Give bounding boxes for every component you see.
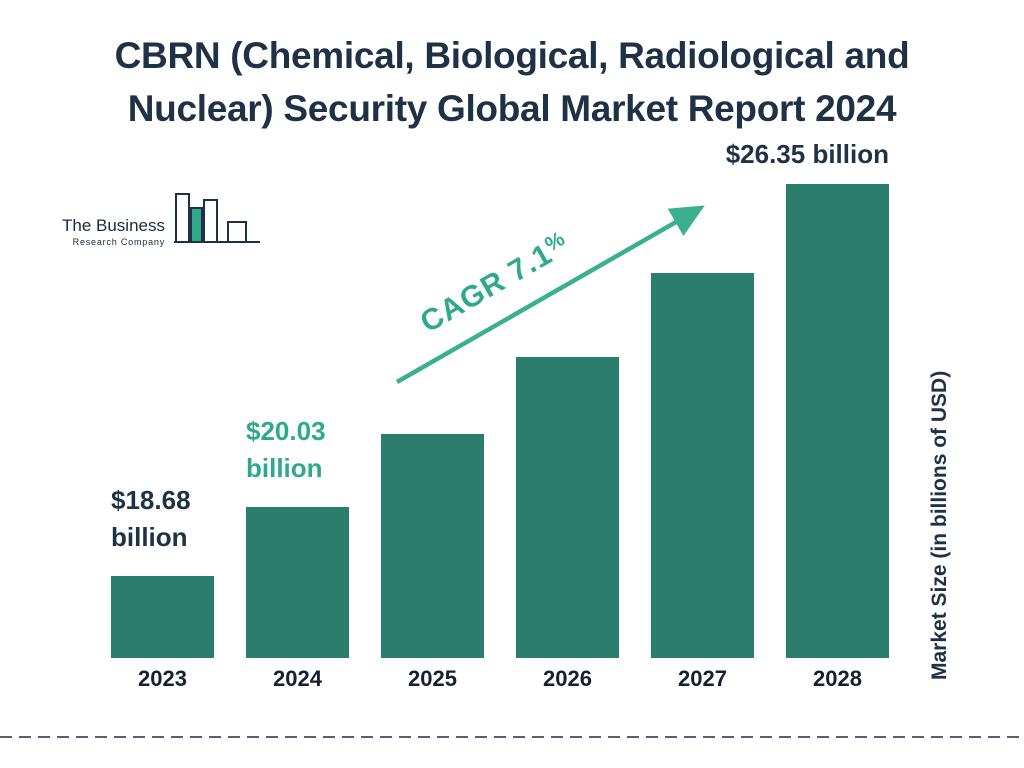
bar-column-2025	[365, 140, 500, 658]
bar-column-2026	[500, 140, 635, 658]
value-label-2023: $18.68 billion	[111, 482, 214, 556]
company-logo-text: The Business Research Company	[62, 216, 165, 255]
bar-column-2024: $20.03 billion	[230, 140, 365, 658]
report-title: CBRN (Chemical, Biological, Radiological…	[114, 35, 910, 129]
logo-subname: Research Company	[72, 237, 165, 247]
year-label-2027: 2027	[678, 666, 727, 691]
bar-2026	[516, 357, 619, 658]
x-axis-labels: 2023 2024 2025 2026 2027 2028	[95, 666, 905, 692]
logo-name: The Business	[62, 216, 165, 235]
bar-column-2023: $18.68 billion	[95, 140, 230, 658]
value-label-2024-unit: billion	[246, 453, 323, 484]
year-label-2028: 2028	[813, 666, 862, 691]
year-label-2026: 2026	[543, 666, 592, 691]
company-logo: The Business Research Company	[62, 186, 262, 255]
bar-column-2028: $26.35 billion	[726, 139, 905, 658]
year-label-2023: 2023	[138, 666, 187, 691]
value-label-2024: $20.03 billion	[246, 413, 349, 487]
logo-bars-icon	[172, 186, 262, 255]
bar-2024	[246, 507, 349, 658]
cagr-trend-arrow	[395, 205, 705, 384]
y-axis-label: Market Size (in billions of USD)	[928, 370, 951, 680]
value-label-2028: $26.35 billion	[725, 139, 889, 169]
bar-2027	[651, 273, 754, 658]
bar-2023	[111, 576, 214, 658]
value-label-2024-amount: $20.03	[246, 416, 326, 447]
bar-column-2027	[635, 140, 770, 658]
bar-2025	[381, 434, 484, 658]
year-label-2025: 2025	[408, 666, 457, 691]
value-label-2023-unit: billion	[111, 522, 188, 553]
bar-chart: $18.68 billion $20.03 billion $26.35 bil…	[95, 139, 905, 658]
year-label-2024: 2024	[273, 666, 322, 691]
value-label-2023-amount: $18.68	[111, 485, 191, 516]
bottom-dashed-divider	[0, 736, 1024, 738]
bar-2028	[786, 184, 889, 658]
